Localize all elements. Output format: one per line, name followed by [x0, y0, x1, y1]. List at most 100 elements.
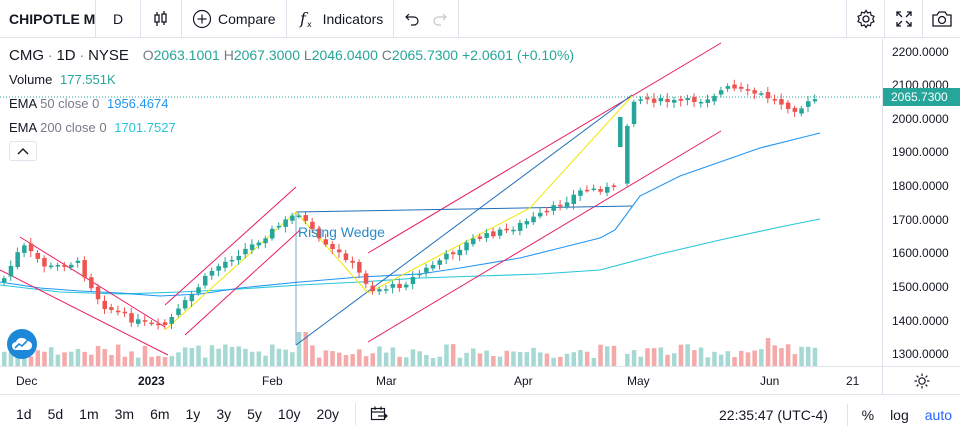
volume-bar	[337, 352, 342, 366]
candle	[732, 84, 737, 89]
volume-bar	[229, 346, 235, 366]
rising-wedge-lines[interactable]	[295, 94, 633, 346]
goto-date-button[interactable]	[364, 406, 394, 422]
volume-bar	[290, 352, 295, 366]
volume-bar	[390, 347, 396, 366]
volume-bar	[625, 353, 630, 366]
symbol-search[interactable]: CHIPOTLE M	[9, 10, 95, 27]
candle	[437, 260, 442, 265]
legend-ema50[interactable]: EMA 50 close 0 1956.4674	[9, 96, 168, 111]
volume-bar	[504, 350, 509, 366]
time-label: 2023	[138, 374, 165, 388]
volume-bar	[685, 344, 690, 366]
volume-bar	[109, 354, 114, 366]
legend-ema200[interactable]: EMA 200 close 0 1701.7527	[9, 120, 176, 135]
volume-bar	[484, 350, 489, 366]
candle	[270, 228, 275, 239]
candle	[256, 242, 262, 246]
volume-bar	[263, 355, 268, 366]
candle	[672, 99, 677, 103]
settings-button[interactable]	[846, 0, 884, 38]
legend-exchange: NYSE	[88, 47, 129, 64]
bottom-toolbar: 1d 5d 1m 3m 6m 1y 3y 5y 10y 20y 22:35:47…	[0, 394, 960, 433]
candle	[249, 244, 255, 250]
compare-button[interactable]: Compare	[182, 0, 286, 38]
percent-scale-button[interactable]: %	[861, 406, 875, 423]
volume-bar	[142, 345, 148, 366]
close-key: C	[381, 47, 392, 63]
clock[interactable]: 22:35:47 (UTC-4)	[719, 407, 828, 423]
candle	[477, 236, 483, 239]
candle	[651, 98, 657, 103]
time-label: 21	[846, 374, 860, 388]
candle	[631, 101, 637, 125]
range-1m[interactable]: 1m	[79, 406, 99, 422]
compare-label: Compare	[218, 10, 276, 27]
chart-type-button[interactable]	[141, 0, 181, 38]
volume-bar	[765, 338, 771, 366]
volume-bar	[558, 356, 563, 366]
redo-button[interactable]	[426, 0, 458, 38]
volume-bar	[598, 344, 603, 366]
candle	[303, 215, 308, 221]
collapse-legend-button[interactable]	[9, 141, 37, 161]
rising-wedge-label[interactable]: Rising Wedge	[298, 224, 385, 240]
price-axis[interactable]: 2200.0000 2100.0000 2000.0000 1900.0000 …	[882, 39, 960, 366]
volume-bar	[799, 346, 804, 366]
legend-interval: 1D	[56, 47, 76, 64]
auto-scale-button[interactable]: auto	[924, 406, 952, 423]
range-5y[interactable]: 5y	[247, 406, 262, 422]
range-5d[interactable]: 5d	[47, 406, 64, 422]
fullscreen-button[interactable]	[884, 0, 922, 38]
log-scale-button[interactable]: log	[890, 406, 909, 423]
candle	[62, 264, 67, 267]
range-20y[interactable]: 20y	[316, 406, 340, 422]
candle	[524, 221, 530, 225]
candle	[350, 260, 355, 263]
volume-bar	[571, 352, 576, 366]
screenshot-button[interactable]	[922, 0, 960, 38]
candle	[598, 189, 603, 192]
volume-bar	[692, 350, 697, 366]
candle	[705, 99, 710, 103]
interval-button[interactable]: D	[112, 10, 124, 27]
volume-bar	[149, 356, 154, 366]
candle	[491, 231, 496, 237]
range-3m[interactable]: 3m	[114, 406, 135, 422]
volume-bar	[564, 353, 570, 366]
candle	[122, 311, 128, 314]
volume-bar	[772, 345, 777, 366]
candle	[759, 93, 764, 95]
undo-button[interactable]	[394, 0, 426, 38]
candle	[752, 90, 757, 94]
volume-bar	[203, 357, 208, 366]
tradingview-logo[interactable]	[7, 329, 37, 359]
volume-bar	[62, 352, 67, 366]
volume-bar	[444, 344, 449, 366]
axis-settings-button[interactable]	[882, 366, 960, 394]
ema50-label: EMA	[9, 96, 37, 111]
volume-bar	[95, 345, 101, 366]
volume-bar	[296, 332, 302, 366]
range-3y[interactable]: 3y	[216, 406, 232, 422]
legend-volume[interactable]: Volume 177.551K	[9, 72, 116, 87]
range-6m[interactable]: 6m	[150, 406, 170, 422]
candle	[578, 190, 583, 196]
time-axis[interactable]: Dec 2023 Feb Mar Apr May Jun 21	[0, 366, 882, 394]
range-10y[interactable]: 10y	[277, 406, 301, 422]
volume-bar	[658, 347, 664, 366]
candle	[370, 285, 375, 292]
candle	[89, 277, 94, 289]
zigzag-lines[interactable]	[164, 95, 633, 331]
range-1d[interactable]: 1d	[16, 406, 32, 422]
channel-lines[interactable]	[0, 42, 722, 356]
volume-bar	[718, 354, 724, 366]
range-1y[interactable]: 1y	[185, 406, 201, 422]
legend-ticker[interactable]: CMG	[9, 47, 44, 64]
volume-bar	[383, 352, 389, 366]
candle	[564, 202, 570, 207]
candle	[377, 289, 382, 292]
redo-icon	[433, 13, 448, 26]
price-chart[interactable]	[0, 39, 882, 366]
